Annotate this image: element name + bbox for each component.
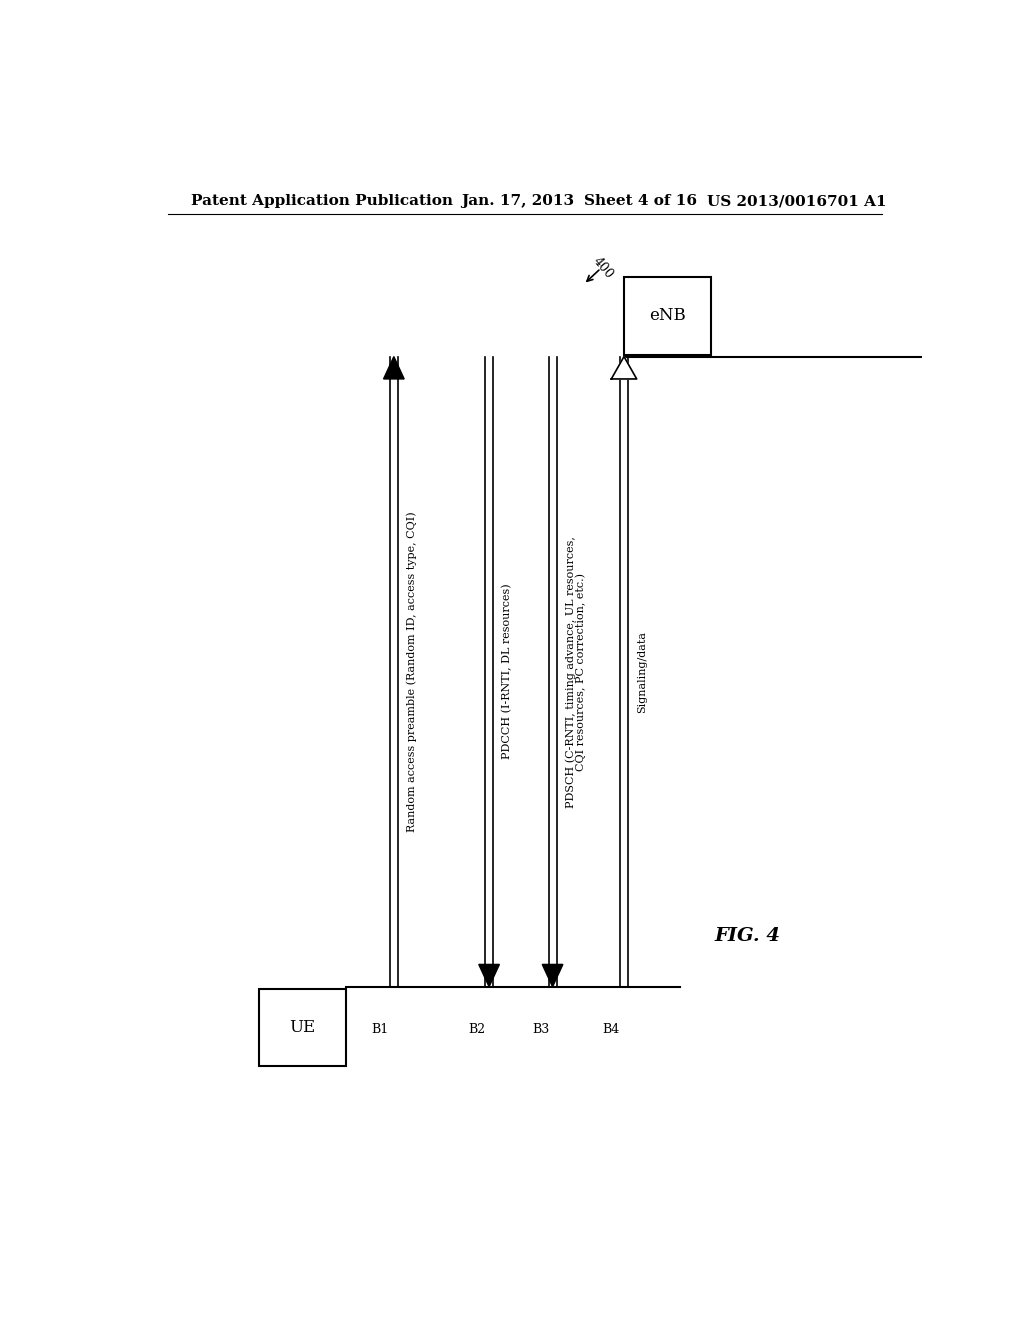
Polygon shape: [543, 965, 563, 987]
Bar: [624, 277, 712, 355]
Text: Jan. 17, 2013: Jan. 17, 2013: [461, 194, 574, 209]
Polygon shape: [611, 356, 637, 379]
Text: Random access preamble (Random ID, access type, CQI): Random access preamble (Random ID, acces…: [407, 511, 417, 832]
Text: UE: UE: [290, 1019, 315, 1036]
Polygon shape: [479, 965, 500, 987]
Polygon shape: [384, 356, 404, 379]
Text: B4: B4: [602, 1023, 620, 1036]
Text: Patent Application Publication: Patent Application Publication: [191, 194, 454, 209]
Text: B1: B1: [372, 1023, 389, 1036]
Text: 400: 400: [590, 255, 615, 281]
Text: B3: B3: [532, 1023, 549, 1036]
Text: B2: B2: [469, 1023, 485, 1036]
Text: PDCCH (I-RNTI, DL resources): PDCCH (I-RNTI, DL resources): [502, 583, 512, 759]
Text: FIG. 4: FIG. 4: [714, 927, 780, 945]
Text: Signaling/data: Signaling/data: [637, 631, 647, 713]
Bar: [259, 989, 346, 1067]
Text: Sheet 4 of 16: Sheet 4 of 16: [585, 194, 697, 209]
Text: CQI resources, PC correction, etc.): CQI resources, PC correction, etc.): [575, 573, 586, 771]
Text: US 2013/0016701 A1: US 2013/0016701 A1: [708, 194, 887, 209]
Text: eNB: eNB: [649, 308, 686, 325]
Text: PDSCH (C-RNTI, timing advance, UL resources,: PDSCH (C-RNTI, timing advance, UL resour…: [565, 536, 575, 808]
